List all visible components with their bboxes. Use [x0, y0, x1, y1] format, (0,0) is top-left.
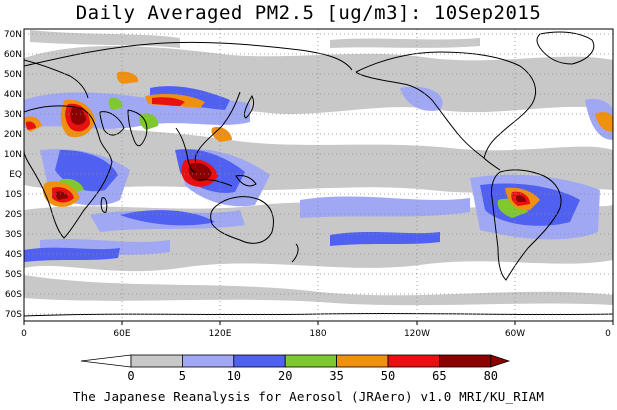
field-over-80 [56, 107, 526, 202]
lat-label: 10N [4, 150, 22, 160]
colorbar-segment [438, 354, 492, 368]
graticule [24, 29, 613, 321]
lat-label: EQ [9, 170, 22, 180]
lat-label: 60N [4, 50, 22, 60]
colorbar-segment [490, 354, 511, 368]
colorbar-label: 50 [381, 369, 395, 383]
colorbar-label: 0 [127, 369, 134, 383]
lon-label: 0 [605, 329, 611, 339]
colorbar-segment [80, 354, 132, 368]
lon-ticks [23, 321, 614, 325]
lon-label: 120W [404, 329, 430, 339]
map-field [24, 29, 613, 321]
colorbar-segment [130, 354, 183, 368]
lat-label: 70N [4, 30, 22, 40]
lon-label: 120E [209, 329, 232, 339]
colorbar-segment [181, 354, 235, 368]
lat-label: 10S [5, 190, 22, 200]
lat-label: 20S [5, 210, 22, 220]
lat-label: 40N [4, 90, 22, 100]
map-title: Daily Averaged PM2.5 [ug/m3]: 10Sep2015 [75, 2, 542, 24]
lat-label: 50S [5, 270, 22, 280]
footer-credit: The Japanese Reanalysis for Aerosol (JRA… [72, 389, 545, 404]
lon-label: 60W [505, 329, 525, 339]
colorbar-label: 20 [278, 369, 292, 383]
lat-axis: 70N 60N 50N 40N 30N 20N 10N EQ 10S 20S 3… [4, 30, 22, 320]
lon-axis: 0 60E 120E 180 120W 60W 0 [21, 329, 611, 339]
colorbar-label: 65 [432, 369, 446, 383]
lon-label: 60E [113, 329, 130, 339]
colorbar-segment [233, 354, 286, 368]
lat-label: 30N [4, 110, 22, 120]
colorbar-segment [284, 354, 338, 368]
colorbar-label: 5 [179, 369, 186, 383]
lat-label: 20N [4, 130, 22, 140]
lat-label: 30S [5, 230, 22, 240]
lat-label: 60S [5, 290, 22, 300]
lat-label: 40S [5, 250, 22, 260]
colorbar-label: 35 [329, 369, 343, 383]
colorbar-label: 10 [227, 369, 241, 383]
lat-label: 50N [4, 70, 22, 80]
field-5-10 [24, 30, 613, 306]
lon-label: 180 [309, 329, 326, 339]
colorbar-label: 80 [484, 369, 498, 383]
coastlines [24, 31, 613, 317]
colorbar-segment [387, 354, 440, 368]
colorbar: 0 5 10 20 35 50 65 80 [80, 354, 511, 383]
lon-label: 0 [21, 329, 27, 339]
lat-label: 70S [5, 310, 22, 320]
colorbar-segment [336, 354, 389, 368]
